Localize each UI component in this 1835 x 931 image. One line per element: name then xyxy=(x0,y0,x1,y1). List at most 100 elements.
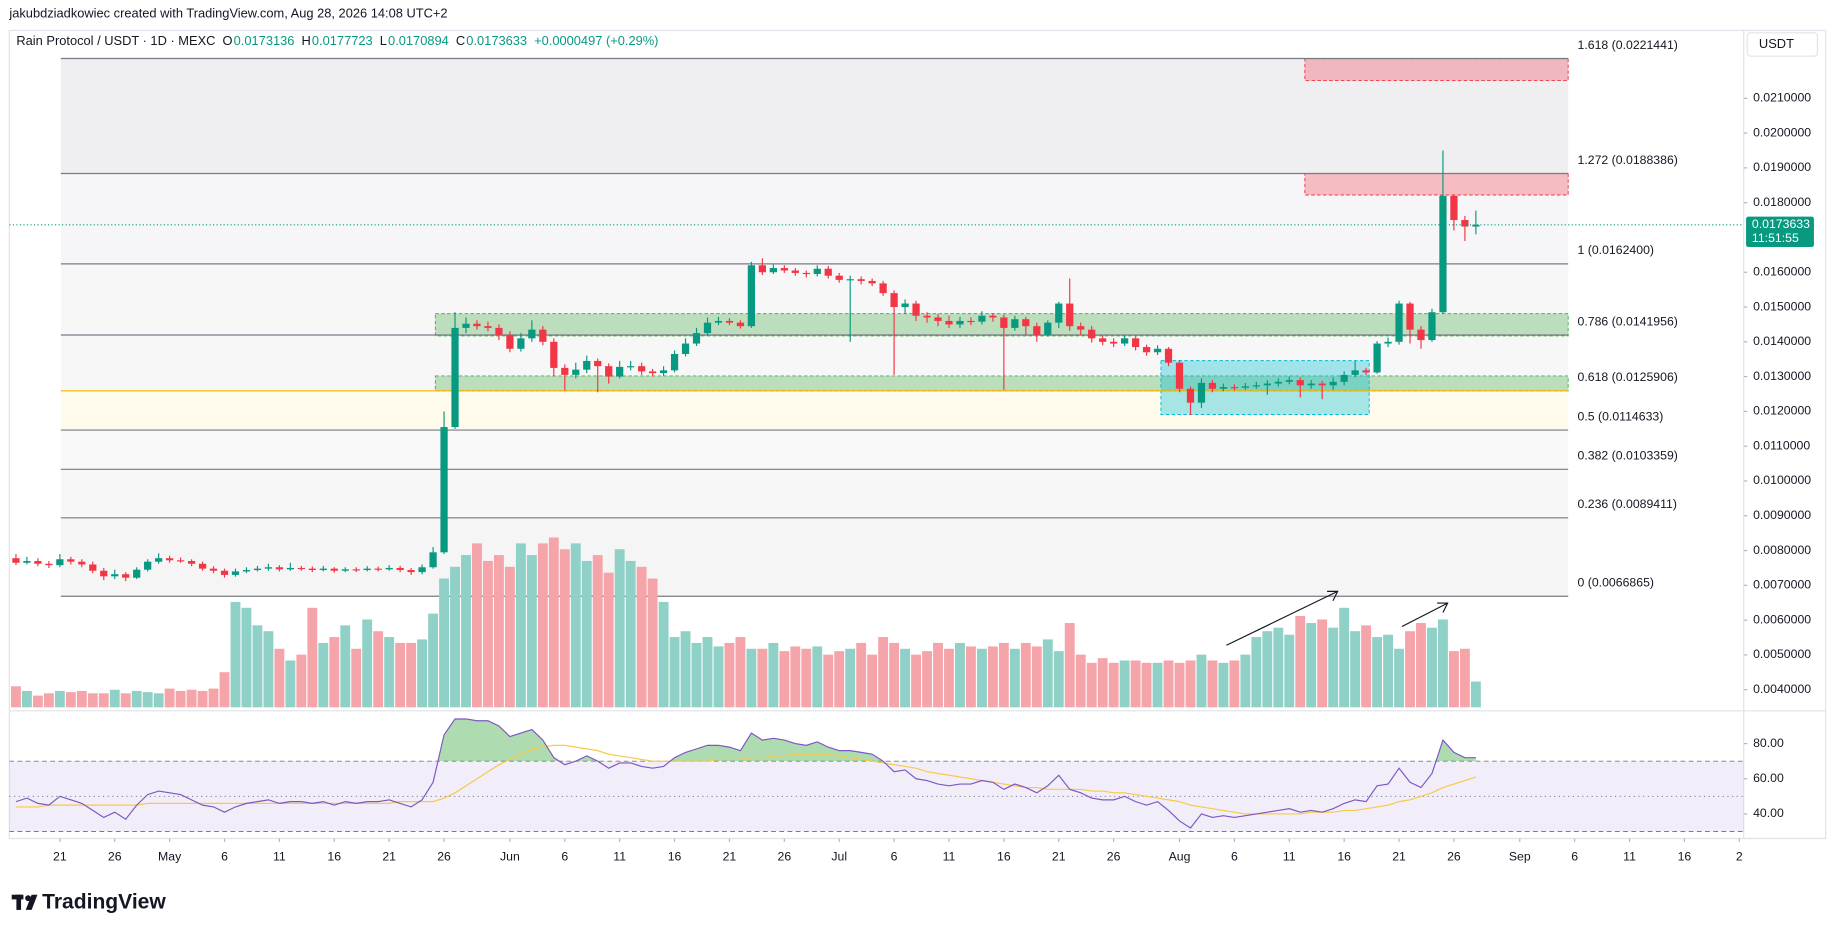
currency-label[interactable]: USDT xyxy=(1759,36,1794,51)
rsi-tick-label: 40.00 xyxy=(1753,806,1784,820)
candle-body xyxy=(473,323,481,327)
candles-layer xyxy=(12,150,1480,582)
volume-bar xyxy=(724,642,735,708)
volume-bar xyxy=(845,648,856,708)
candle-body xyxy=(758,265,767,273)
candle-body xyxy=(429,552,437,568)
volume-bar xyxy=(1185,660,1196,708)
fib-label: 0 (0.0066865) xyxy=(1578,576,1654,590)
volume-bar xyxy=(1240,654,1251,708)
volume-bar xyxy=(966,646,976,708)
candle-body xyxy=(1318,383,1326,386)
candle-body xyxy=(1066,303,1074,327)
currency-button-box[interactable] xyxy=(1746,32,1819,57)
volume-bar xyxy=(856,642,867,708)
candle-body xyxy=(923,315,931,318)
price-zone xyxy=(1160,360,1370,415)
volume-bar xyxy=(1372,637,1383,708)
volume-bar xyxy=(11,686,21,708)
candle-body xyxy=(330,568,338,571)
candle-body xyxy=(890,293,898,308)
candle-body xyxy=(616,366,624,377)
volume-bar xyxy=(230,601,241,708)
y-tick-label: 0.0180000 xyxy=(1753,195,1811,209)
candle-body xyxy=(813,268,821,274)
volume-bar xyxy=(504,566,515,708)
logo-dot xyxy=(25,895,32,902)
logo-slash xyxy=(25,894,38,910)
volume-bar xyxy=(120,693,131,708)
candle-body xyxy=(1362,370,1370,373)
candle-body xyxy=(835,275,843,280)
volume-bar xyxy=(537,543,548,708)
volume-bar xyxy=(54,690,65,708)
x-tick-label: 26 xyxy=(437,849,451,863)
candle-body xyxy=(583,360,591,370)
candle-body xyxy=(594,360,602,367)
volume-bar xyxy=(1218,662,1229,708)
candle-body xyxy=(122,574,130,578)
logo-stem xyxy=(16,894,22,910)
volume-bar xyxy=(922,651,932,708)
candle-body xyxy=(879,283,887,294)
volume-bar xyxy=(1141,662,1152,708)
candle-body xyxy=(989,315,997,318)
candle-body xyxy=(703,322,712,334)
candle-body xyxy=(155,558,163,562)
candle-body xyxy=(385,567,393,570)
volume-bar xyxy=(702,637,713,708)
volume-bar xyxy=(889,642,900,708)
x-tick-label: 21 xyxy=(382,849,396,863)
candle-body xyxy=(978,315,986,322)
candle-body xyxy=(725,320,734,323)
candle-body xyxy=(1406,303,1414,330)
candle-body xyxy=(242,570,251,572)
x-tick-label: Sep xyxy=(1509,849,1531,863)
rsi-layer xyxy=(9,718,1744,832)
volume-bar xyxy=(955,642,965,708)
volume-bar xyxy=(461,555,471,708)
legend-value: 0.0177723 xyxy=(312,34,373,49)
candle-body xyxy=(659,370,668,374)
candle-body xyxy=(561,367,569,375)
y-tick-label: 0.0150000 xyxy=(1753,299,1811,313)
legend-key: H xyxy=(301,34,310,49)
candle-body xyxy=(1417,329,1425,341)
candle-body xyxy=(692,333,701,344)
candle-body xyxy=(495,327,503,335)
candle-body xyxy=(1131,338,1140,348)
volume-bar xyxy=(87,693,98,708)
x-tick-label: 11 xyxy=(613,849,626,863)
volume-bar xyxy=(823,654,834,708)
volume-bar xyxy=(32,695,43,708)
volume-bar xyxy=(219,672,230,708)
volume-bar xyxy=(867,654,878,708)
volume-bar xyxy=(493,555,504,708)
volume-bar xyxy=(428,613,439,708)
volume-bar xyxy=(801,648,812,708)
volume-bar xyxy=(241,607,252,708)
candle-body xyxy=(1110,341,1118,344)
candle-body xyxy=(1077,326,1085,330)
volume-bar xyxy=(131,690,142,708)
currency-button[interactable]: USDT xyxy=(1746,32,1819,57)
price-zone xyxy=(1304,172,1569,196)
rsi-tick-label: 60.00 xyxy=(1753,771,1784,785)
candle-body xyxy=(100,570,108,577)
candle-body xyxy=(934,317,942,321)
legend-value: 0.0173633 xyxy=(466,34,527,49)
volume-bar xyxy=(669,637,680,708)
volume-bar xyxy=(296,654,307,708)
candle-body xyxy=(956,320,964,325)
candle-body xyxy=(1208,382,1217,389)
y-tick-label: 0.0130000 xyxy=(1753,369,1811,383)
candle-body xyxy=(912,303,920,316)
candle-body xyxy=(198,563,207,569)
x-tick-label: 21 xyxy=(53,849,67,863)
candle-body xyxy=(528,329,536,339)
x-tick-label: Jun xyxy=(500,849,520,863)
x-tick-label: 21 xyxy=(1052,849,1066,863)
legend-value: 0.0170894 xyxy=(388,34,449,49)
